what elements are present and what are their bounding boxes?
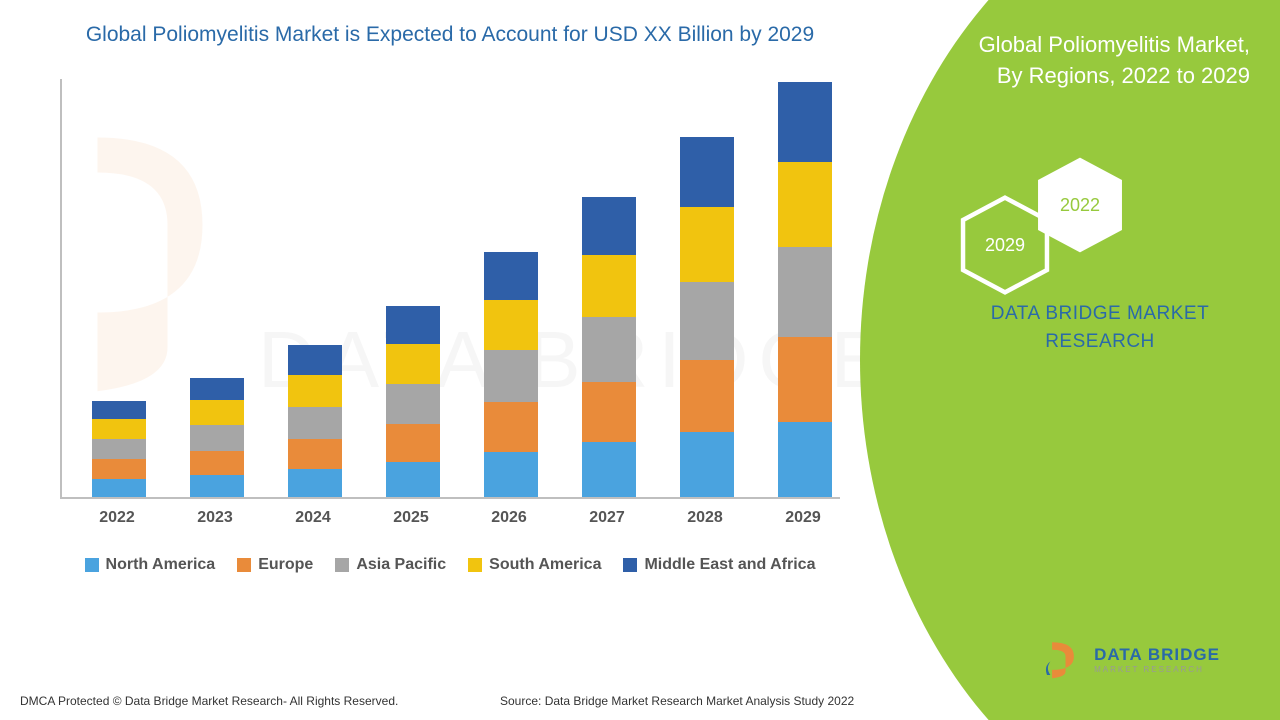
bar-segment (288, 439, 342, 469)
bar-segment (582, 197, 636, 255)
bar-segment (484, 402, 538, 452)
bar-segment (190, 378, 244, 400)
bar-segment (386, 344, 440, 384)
bar-segment (484, 300, 538, 350)
bar-segment (778, 162, 832, 247)
legend-item: Asia Pacific (335, 556, 446, 574)
bar-group (386, 306, 440, 497)
bar-group (190, 378, 244, 497)
chart-title: Global Poliomyelitis Market is Expected … (40, 20, 860, 49)
side-title: Global Poliomyelitis Market, By Regions,… (950, 30, 1250, 92)
x-axis-label: 2025 (384, 509, 438, 527)
legend-label: Europe (258, 556, 313, 574)
bar-segment (680, 360, 734, 432)
bar-segment (386, 384, 440, 424)
bar-segment (92, 479, 146, 497)
bar-group (484, 252, 538, 497)
side-brand-text: DATA BRIDGE MARKET RESEARCH (960, 300, 1240, 355)
bar-segment (582, 255, 636, 317)
legend-item: North America (85, 556, 216, 574)
bar-group (92, 401, 146, 497)
legend-label: Middle East and Africa (644, 556, 815, 574)
legend-item: South America (468, 556, 601, 574)
logo-line1: DATA BRIDGE (1094, 645, 1220, 665)
hex-2029: 2029 (960, 195, 1050, 295)
legend-swatch (335, 558, 349, 572)
bar-group (288, 345, 342, 497)
bar-segment (778, 337, 832, 422)
legend-label: South America (489, 556, 601, 574)
bar-group (680, 137, 734, 497)
bar-segment (288, 469, 342, 497)
hexagons-group: 2022 2029 (940, 155, 1160, 285)
x-axis-label: 2023 (188, 509, 242, 527)
legend-swatch (237, 558, 251, 572)
bar-segment (92, 459, 146, 479)
hex-label: 2022 (1060, 195, 1100, 216)
bar-segment (484, 350, 538, 402)
bar-segment (778, 422, 832, 497)
bar-segment (680, 137, 734, 207)
legend-label: North America (106, 556, 216, 574)
side-panel: Global Poliomyelitis Market, By Regions,… (860, 0, 1280, 720)
bar-segment (778, 82, 832, 162)
x-axis-label: 2029 (776, 509, 830, 527)
bar-segment (680, 282, 734, 360)
x-axis-label: 2028 (678, 509, 732, 527)
bar-segment (386, 424, 440, 462)
bar-segment (778, 247, 832, 337)
bar-segment (92, 419, 146, 439)
bar-segment (582, 317, 636, 382)
bar-segment (92, 401, 146, 419)
bar-segment (386, 462, 440, 497)
bar-segment (190, 425, 244, 451)
hex-label: 2029 (985, 235, 1025, 256)
bar-segment (190, 475, 244, 497)
bar-segment (680, 207, 734, 282)
legend-item: Europe (237, 556, 313, 574)
x-axis-label: 2024 (286, 509, 340, 527)
x-axis-label: 2022 (90, 509, 144, 527)
bar-group (582, 197, 636, 497)
x-axis-label: 2027 (580, 509, 634, 527)
x-axis-labels: 2022 2023 2024 2025 2026 2027 2028 2029 (60, 509, 840, 531)
chart-legend: North America Europe Asia Pacific South Ame… (60, 556, 840, 574)
logo-line2: MARKET RESEARCH (1094, 665, 1220, 674)
bar-group (778, 82, 832, 497)
bar-segment (582, 442, 636, 497)
legend-swatch (623, 558, 637, 572)
legend-item: Middle East and Africa (623, 556, 815, 574)
footer-source: Source: Data Bridge Market Research Mark… (500, 694, 854, 708)
bar-segment (190, 451, 244, 475)
bar-segment (92, 439, 146, 459)
side-logo: DATA BRIDGE MARKET RESEARCH (1042, 638, 1220, 680)
bar-segment (288, 407, 342, 439)
bar-segment (386, 306, 440, 344)
chart-plot (60, 79, 840, 499)
bar-segment (190, 400, 244, 425)
logo-mark-icon (1042, 638, 1084, 680)
legend-swatch (85, 558, 99, 572)
legend-label: Asia Pacific (356, 556, 446, 574)
bar-segment (582, 382, 636, 442)
chart-area: Global Poliomyelitis Market is Expected … (40, 20, 860, 670)
x-axis-label: 2026 (482, 509, 536, 527)
bar-segment (680, 432, 734, 497)
bar-segment (484, 252, 538, 300)
legend-swatch (468, 558, 482, 572)
footer-copyright: DMCA Protected © Data Bridge Market Rese… (20, 694, 398, 708)
bar-segment (288, 345, 342, 375)
bar-segment (288, 375, 342, 407)
bar-segment (484, 452, 538, 497)
